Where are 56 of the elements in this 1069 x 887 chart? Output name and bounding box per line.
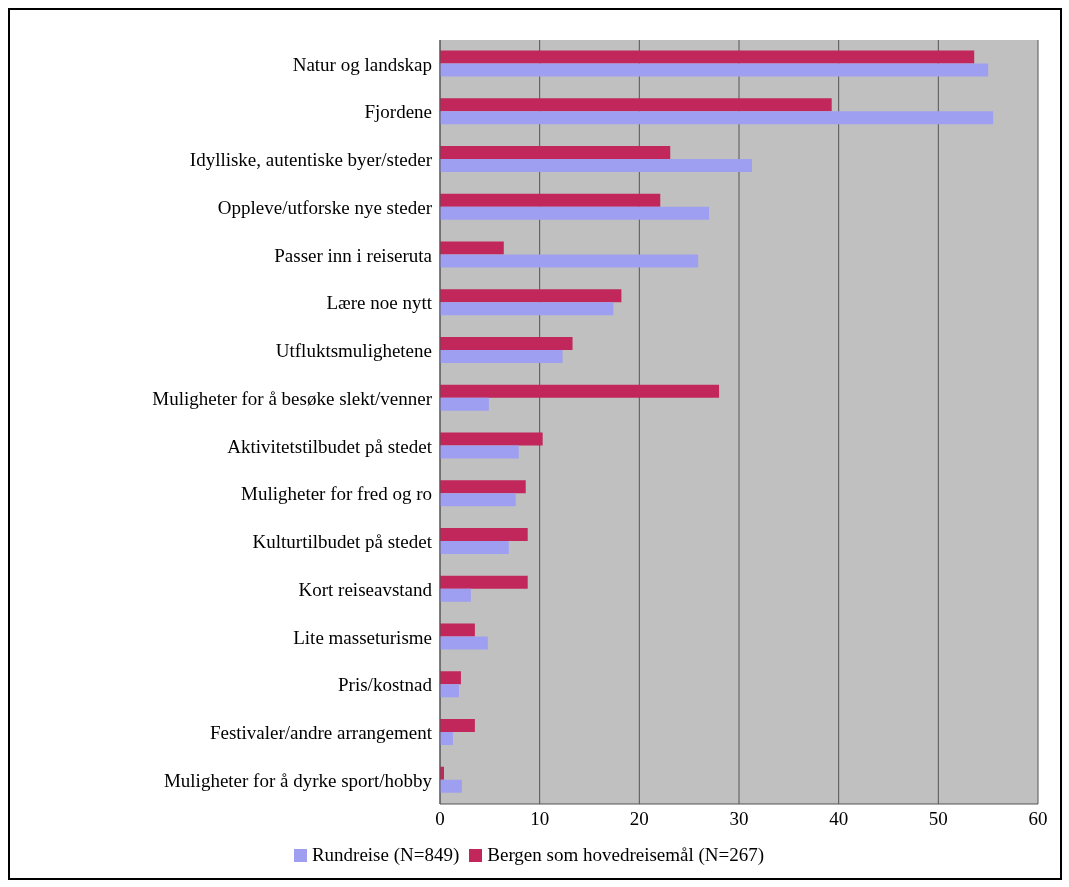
y-tick-label: Idylliske, autentiske byer/steder	[189, 149, 433, 171]
bar	[440, 98, 832, 112]
bar	[440, 254, 699, 268]
bar	[440, 111, 994, 125]
y-tick-label: Muligheter for fred og ro	[241, 483, 432, 505]
bar	[440, 397, 489, 411]
x-tick-label: 40	[829, 808, 849, 830]
bar	[440, 337, 573, 351]
bar	[440, 528, 528, 542]
y-tick-label: Passer inn i reiseruta	[274, 244, 433, 266]
bar	[440, 684, 459, 698]
legend-label: Bergen som hovedreisemål (N=267)	[487, 844, 765, 866]
bar	[440, 445, 519, 459]
bar	[440, 432, 543, 446]
bar	[440, 302, 614, 316]
bar	[440, 588, 471, 602]
x-tick-label: 60	[1028, 808, 1048, 830]
bar	[440, 671, 461, 685]
y-tick-label: Kulturtilbudet på stedet	[252, 531, 433, 553]
bar	[440, 575, 528, 589]
bar	[440, 480, 526, 494]
y-tick-label: Aktivitetstilbudet på stedet	[227, 435, 433, 457]
y-tick-label: Lære noe nytt	[326, 292, 433, 314]
legend-label: Rundreise (N=849)	[311, 844, 460, 866]
x-tick-label: 10	[530, 808, 550, 830]
bar	[440, 63, 989, 77]
bar	[440, 159, 752, 173]
y-tick-label: Muligheter for å dyrke sport/hobby	[163, 769, 433, 791]
bar	[440, 241, 504, 255]
bar	[440, 289, 622, 303]
y-tick-label: Utfluktsmulighetene	[275, 340, 432, 362]
x-tick-label: 20	[629, 808, 649, 830]
y-tick-label: Festivaler/andre arrangement	[209, 722, 433, 744]
y-tick-label: Natur og landskap	[292, 53, 432, 75]
bar	[440, 636, 488, 650]
x-tick-label: 30	[729, 808, 749, 830]
bar	[440, 206, 710, 220]
bar	[440, 50, 975, 64]
bar	[440, 384, 720, 398]
y-tick-label: Fjordene	[364, 101, 432, 123]
bar	[440, 779, 462, 793]
y-tick-label: Lite masseturisme	[293, 626, 432, 648]
bar	[440, 732, 453, 746]
y-tick-label: Muligheter for å besøke slekt/venner	[152, 387, 433, 409]
y-tick-label: Pris/kostnad	[338, 674, 433, 696]
bar	[440, 541, 509, 555]
bar	[440, 719, 475, 733]
bar	[440, 493, 516, 507]
bar	[440, 623, 475, 637]
x-tick-label: 50	[928, 808, 948, 830]
bar	[440, 193, 661, 207]
x-tick-label: 0	[435, 808, 445, 830]
y-tick-label: Kort reiseavstand	[298, 578, 433, 600]
bar	[440, 350, 563, 364]
bar	[440, 146, 671, 160]
y-tick-label: Oppleve/utforske nye steder	[217, 196, 433, 218]
